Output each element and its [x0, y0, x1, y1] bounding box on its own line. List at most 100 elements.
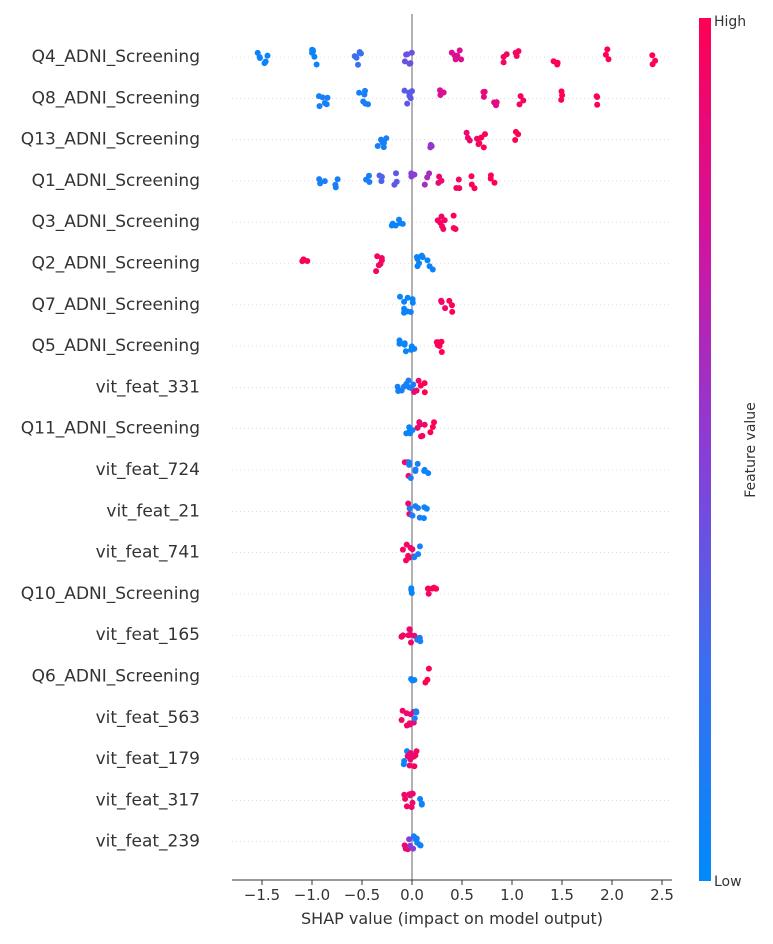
shap-point	[321, 178, 328, 185]
feature-label: vit_feat_317	[96, 790, 200, 810]
colorbar-low-label: Low	[714, 874, 742, 890]
shap-point	[378, 178, 385, 185]
shap-point	[414, 460, 421, 467]
feature-label: vit_feat_239	[96, 832, 200, 852]
shap-point	[309, 46, 316, 53]
shap-points	[254, 46, 659, 853]
shap-point	[388, 222, 395, 229]
shap-point	[482, 131, 488, 138]
shap-point	[407, 792, 413, 799]
shap-point	[403, 541, 410, 548]
shap-point	[299, 258, 306, 265]
shap-point	[491, 179, 498, 186]
shap-point	[407, 475, 414, 481]
shap-point	[413, 835, 420, 842]
shap-point	[480, 93, 487, 100]
shap-point	[438, 349, 445, 355]
shap-point	[356, 89, 363, 96]
shap-point	[424, 257, 431, 264]
shap-point	[415, 377, 422, 384]
shap-point	[604, 46, 611, 53]
shap-point	[412, 466, 419, 473]
x-tick-label: 0.5	[450, 886, 474, 904]
shap-point	[381, 139, 387, 146]
shap-point	[411, 763, 418, 770]
feature-label: Q11_ADNI_Screening	[21, 419, 200, 439]
shap-point	[415, 505, 421, 511]
feature-label: Q13_ADNI_Screening	[21, 130, 200, 150]
shap-point	[380, 144, 387, 151]
shap-point	[424, 585, 431, 592]
shap-point	[602, 51, 609, 58]
shap-point	[408, 49, 415, 56]
shap-point	[413, 387, 420, 394]
x-tick-label: −0.5	[344, 886, 380, 904]
shap-point	[406, 751, 413, 757]
shap-point	[403, 710, 410, 717]
shap-point	[438, 299, 445, 305]
shap-point	[409, 512, 416, 519]
shap-point	[353, 54, 360, 61]
shap-point	[446, 297, 453, 304]
shap-point	[264, 52, 271, 59]
shap-point	[419, 432, 426, 439]
shap-point	[425, 590, 432, 597]
shap-point	[437, 87, 443, 94]
shap-point	[421, 181, 428, 188]
shap-point	[429, 424, 436, 430]
shap-point	[453, 185, 460, 191]
shap-point	[408, 639, 414, 646]
feature-label: vit_feat_21	[106, 501, 200, 521]
shap-point	[516, 101, 523, 108]
shap-point	[394, 383, 401, 390]
shap-point	[393, 170, 399, 177]
shap-point	[480, 144, 487, 151]
shap-point	[317, 180, 324, 187]
shap-point	[476, 140, 483, 147]
x-tick-label: −1.5	[244, 886, 280, 904]
shap-point	[421, 421, 428, 428]
shap-point	[405, 500, 412, 507]
shap-point	[373, 268, 380, 275]
shap-point	[374, 143, 381, 149]
feature-label: Q8_ADNI_Screening	[32, 88, 200, 108]
shap-point	[377, 260, 384, 267]
shap-point	[425, 665, 432, 672]
shap-point	[417, 796, 424, 802]
shap-point	[413, 709, 420, 716]
shap-point	[594, 101, 601, 108]
feature-label: Q5_ADNI_Screening	[32, 336, 200, 356]
shap-point	[262, 58, 269, 65]
shap-point	[406, 626, 413, 633]
shap-point	[417, 842, 424, 849]
shap-point	[448, 49, 455, 56]
x-tick-label: 0.0	[400, 886, 424, 904]
shap-point	[407, 842, 414, 849]
shap-point	[399, 546, 406, 553]
x-tick-label: 2.0	[600, 886, 624, 904]
shap-point	[458, 56, 465, 63]
shap-point	[406, 505, 413, 512]
shap-point	[256, 54, 263, 61]
shap-point	[406, 459, 413, 466]
shap-point	[594, 94, 601, 100]
colorbar-gradient	[699, 18, 711, 881]
shap-point	[427, 141, 434, 148]
colorbar-high-label: High	[714, 14, 746, 30]
shap-point	[408, 427, 415, 434]
shap-point	[454, 52, 461, 59]
feature-label: Q10_ADNI_Screening	[21, 584, 200, 604]
x-axis: −1.5 −1.0 −0.5 0.0 0.5 1.0 1.5 2.0 2.5	[232, 879, 674, 904]
shap-point	[421, 389, 428, 396]
shap-point	[397, 293, 403, 300]
shap-point	[406, 93, 413, 99]
feature-label: Q7_ADNI_Screening	[32, 295, 200, 315]
feature-label: Q2_ADNI_Screening	[32, 254, 200, 274]
shap-point	[419, 254, 426, 261]
shap-point	[406, 554, 413, 561]
shap-point	[424, 174, 431, 181]
shap-point	[487, 172, 494, 179]
colorbar-title: Feature value	[743, 402, 759, 498]
shap-point	[558, 96, 565, 103]
shap-point	[401, 383, 407, 390]
